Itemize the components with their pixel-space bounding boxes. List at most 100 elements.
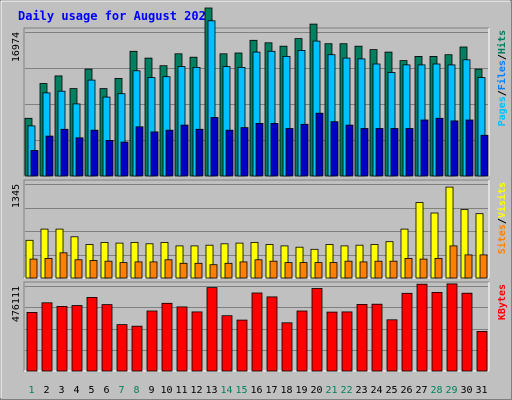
bar-sites-day-3 (59, 252, 68, 279)
bar-kbytes-day-13 (206, 287, 218, 372)
bar-pages-day-30 (465, 119, 474, 177)
bar-sites-day-19 (299, 262, 308, 279)
bar-pages-day-2 (45, 135, 54, 177)
bar-pages-day-13 (210, 117, 219, 177)
bar-visits-day-12 (190, 245, 199, 279)
x-tick-label: 28 (430, 385, 442, 396)
bar-kbytes-day-3 (56, 305, 68, 372)
bar-kbytes-day-4 (71, 305, 83, 372)
x-tick-label: 22 (340, 385, 352, 396)
bar-sites-day-13 (209, 264, 218, 279)
panel-kbytes: 476111 KBytes (11, 281, 508, 372)
bar-visits-day-26 (400, 228, 409, 279)
chart-panels: 16974Pages/Files/Hits1345Sites/Visits476… (11, 7, 508, 372)
bar-pages-day-31 (480, 134, 489, 177)
bar-sites-day-8 (134, 261, 143, 279)
bar-visits-day-9 (145, 243, 154, 279)
bar-kbytes-day-28 (431, 291, 443, 372)
legend-entry: Hits (496, 30, 508, 54)
bar-pages-day-7 (120, 141, 129, 177)
bar-sites-day-16 (254, 259, 263, 279)
x-tick-label: 21 (325, 385, 337, 396)
bar-sites-day-10 (164, 259, 173, 279)
bar-sites-day-6 (104, 260, 113, 279)
x-tick-label: 13 (205, 385, 217, 396)
bar-visits-day-14 (220, 243, 229, 279)
bar-kbytes-day-17 (266, 296, 278, 372)
bar-pages-day-11 (180, 124, 189, 177)
bar-kbytes-day-10 (161, 302, 173, 372)
bar-pages-day-4 (75, 137, 84, 177)
x-tick-label: 19 (295, 385, 307, 396)
bar-visits-day-2 (40, 228, 49, 279)
bar-sites-day-12 (194, 262, 203, 279)
x-tick-label: 16 (250, 385, 262, 396)
legend-entry: / (497, 218, 508, 224)
bar-visits-day-28 (430, 212, 439, 279)
x-tick-label: 30 (460, 385, 472, 396)
legend-entry: / (497, 54, 508, 60)
x-tick-label: 27 (415, 385, 427, 396)
bar-sites-day-5 (89, 260, 98, 279)
series-visits (25, 186, 484, 279)
x-tick-label: 18 (280, 385, 292, 396)
x-tick-label: 29 (445, 385, 457, 396)
bar-sites-day-11 (179, 262, 188, 279)
legend-entry: Visits (496, 182, 508, 218)
legend-entry: Sites (496, 224, 508, 254)
bar-sites-day-28 (434, 257, 443, 279)
bar-kbytes-day-11 (176, 306, 188, 372)
bar-visits-day-7 (115, 242, 124, 279)
bar-sites-day-9 (149, 261, 158, 279)
x-tick-label: 25 (385, 385, 397, 396)
bar-kbytes-day-2 (41, 302, 53, 372)
bar-visits-day-11 (175, 245, 184, 279)
bar-pages-day-17 (270, 123, 279, 177)
bar-pages-day-3 (60, 128, 69, 177)
bar-sites-day-20 (314, 262, 323, 279)
x-tick-label: 4 (73, 385, 79, 396)
bar-pages-day-27 (420, 119, 429, 177)
x-tick-label: 11 (175, 385, 187, 396)
bar-sites-day-26 (404, 257, 413, 279)
legend-entry: Pages (497, 96, 508, 126)
bar-pages-day-23 (360, 128, 369, 177)
bar-sites-day-17 (269, 260, 278, 279)
x-tick-label: 24 (370, 385, 382, 396)
bar-pages-day-10 (165, 129, 174, 177)
bar-pages-day-18 (285, 128, 294, 177)
x-tick-label: 20 (310, 385, 322, 396)
bar-kbytes-day-1 (26, 311, 38, 372)
bar-kbytes-day-25 (386, 319, 398, 372)
bar-pages-day-28 (435, 117, 444, 177)
chart-title: Daily usage for August 2021 (18, 9, 213, 23)
bar-sites-day-18 (284, 262, 293, 279)
bar-pages-day-14 (225, 129, 234, 177)
series-sites (29, 245, 488, 279)
bar-kbytes-day-5 (86, 296, 98, 372)
bar-pages-day-12 (195, 128, 204, 177)
bar-kbytes-day-6 (101, 304, 113, 372)
bar-visits-day-29 (445, 186, 454, 279)
bar-kbytes-day-26 (401, 292, 413, 372)
x-axis-labels: 1 2 3 4 5 6 7 8 9 10 11 12 13 14 15 16 17 18 19 20 21 22 23 24 2… (28, 385, 487, 396)
x-tick-label: 5 (88, 385, 94, 396)
bar-kbytes-day-9 (146, 310, 158, 372)
bar-sites-day-25 (389, 260, 398, 279)
x-tick-label: 17 (265, 385, 277, 396)
bar-pages-day-25 (390, 128, 399, 177)
x-tick-label: 6 (103, 385, 109, 396)
bar-pages-day-1 (30, 150, 39, 177)
bar-visits-day-15 (235, 242, 244, 279)
bar-pages-day-21 (330, 121, 339, 177)
x-tick-label: 7 (118, 385, 124, 396)
bar-kbytes-day-24 (371, 303, 383, 372)
bar-visits-day-30 (460, 209, 469, 279)
bar-kbytes-day-18 (281, 322, 293, 372)
bar-kbytes-day-8 (131, 325, 143, 372)
bar-sites-day-15 (239, 261, 248, 279)
legend-hits-files-pages: Pages/Files/Hits (496, 30, 508, 126)
x-tick-label: 12 (190, 385, 202, 396)
